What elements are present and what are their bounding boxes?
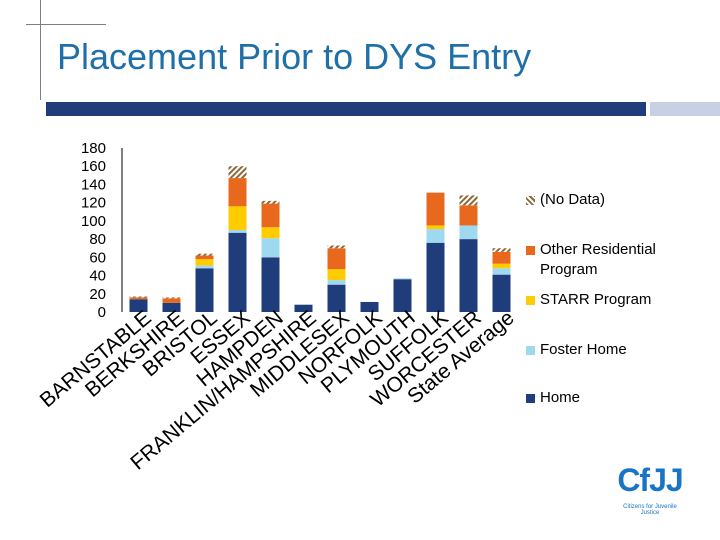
y-tick-label: 100 xyxy=(81,213,106,230)
bar-segment-home xyxy=(228,232,247,312)
bar-segment-starr xyxy=(327,269,346,281)
bar-segment-foster xyxy=(459,225,478,240)
frame-line-horizontal xyxy=(26,24,106,25)
bar-segment-foster xyxy=(426,229,445,243)
bar-segment-other-residential xyxy=(195,255,214,260)
bar-segment-home xyxy=(360,301,379,312)
bar-segment-no-data xyxy=(327,245,346,249)
legend-swatch xyxy=(526,246,535,255)
legend-label: Home xyxy=(540,389,581,406)
bar-segment-home xyxy=(327,284,346,312)
bar-segment-other-residential xyxy=(162,298,181,303)
bar-segment-home xyxy=(162,302,181,312)
y-tick-label: 60 xyxy=(89,249,106,266)
y-tick-label: 160 xyxy=(81,158,106,175)
y-tick-label: 120 xyxy=(81,195,106,212)
logo-text: CfJJ xyxy=(617,462,683,498)
bar-segment-other-residential xyxy=(261,203,280,228)
bar-segment-no-data xyxy=(162,297,181,299)
bar-segment-home xyxy=(459,239,478,312)
bar-segment-no-data xyxy=(195,253,214,256)
bar-segment-foster xyxy=(195,265,214,269)
bar-segment-no-data xyxy=(459,195,478,206)
title-accent-bar-light xyxy=(650,102,720,116)
bar-segment-foster xyxy=(327,280,346,285)
legend-swatch xyxy=(526,346,535,355)
bar-segment-foster xyxy=(228,230,247,233)
y-tick-label: 40 xyxy=(89,268,106,285)
legend-swatch xyxy=(526,196,535,205)
y-tick-label: 20 xyxy=(89,286,106,303)
bar-segment-home xyxy=(393,279,412,312)
legend-swatch xyxy=(526,394,535,403)
bar-segment-foster xyxy=(261,238,280,258)
legend-label: (No Data) xyxy=(540,191,606,208)
legend-label: Foster Home xyxy=(540,341,627,358)
bar-segment-starr xyxy=(261,227,280,239)
bar-segment-starr xyxy=(492,263,511,269)
slide-title: Placement Prior to DYS Entry xyxy=(57,36,532,77)
legend-swatch xyxy=(526,296,535,305)
bar-segment-home xyxy=(261,257,280,312)
legend-label: Other Residential Program xyxy=(540,241,656,278)
bar-segment-foster xyxy=(393,278,412,280)
y-tick-label: 180 xyxy=(81,140,106,157)
y-tick-label: 80 xyxy=(89,231,106,248)
bar-segment-other-residential xyxy=(228,178,247,207)
bar-segment-home xyxy=(492,274,511,312)
title-accent-bar xyxy=(46,102,646,116)
bar-segment-foster xyxy=(492,268,511,275)
frame-line-vertical xyxy=(40,0,41,100)
bar-segment-no-data xyxy=(492,248,511,252)
bar-segment-other-residential xyxy=(492,251,511,264)
bar-segment-home xyxy=(129,299,148,312)
bar-segment-other-residential xyxy=(327,248,346,270)
bar-segment-starr xyxy=(195,259,214,266)
logo-tagline: Citizens for Juvenile Justice xyxy=(623,504,677,516)
bar-segment-other-residential xyxy=(459,205,478,226)
bar-segment-home xyxy=(426,242,445,312)
bar-segment-home xyxy=(294,304,313,312)
bar-segment-other-residential xyxy=(129,297,148,300)
y-tick-label: 0 xyxy=(98,304,106,321)
bar-segment-no-data xyxy=(129,296,148,298)
legend-label: STARR Program xyxy=(540,291,652,308)
bar-segment-starr xyxy=(228,206,247,230)
bar-segment-no-data xyxy=(261,200,280,204)
bar-segment-no-data xyxy=(228,166,247,179)
cfjj-logo: CfJJ Citizens for Juvenile Justice xyxy=(614,462,686,520)
bar-segment-home xyxy=(195,268,214,312)
bar-segment-other-residential xyxy=(426,192,445,226)
y-tick-label: 140 xyxy=(81,176,106,193)
bar-segment-starr xyxy=(426,225,445,230)
